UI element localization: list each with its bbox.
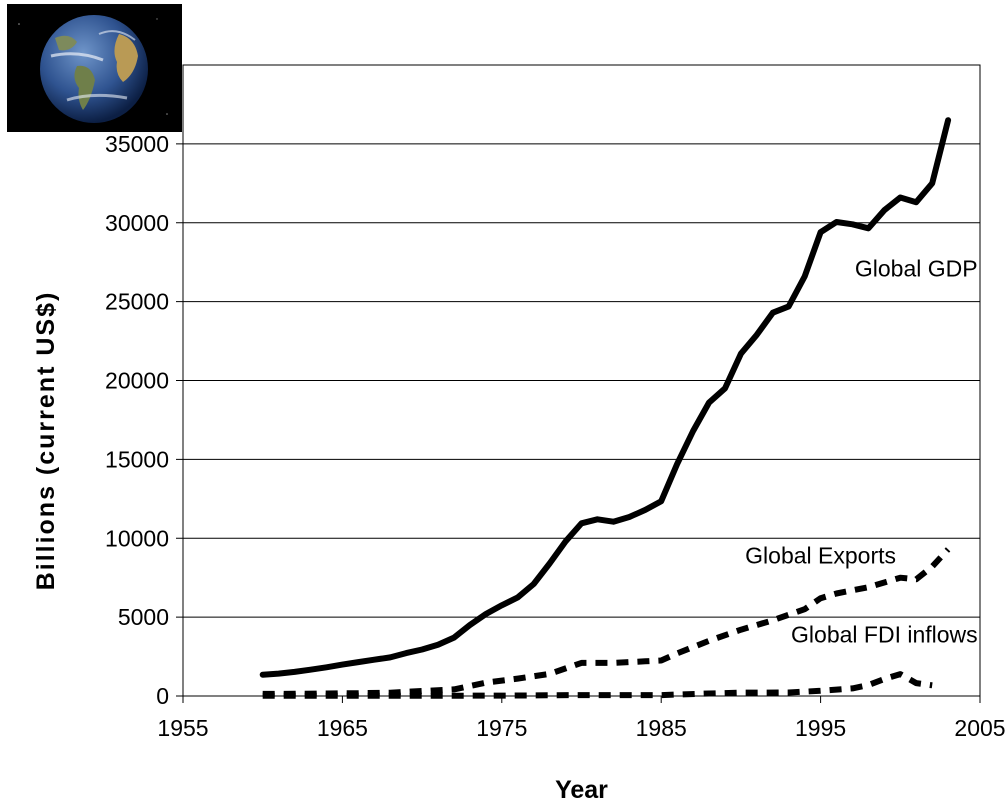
- x-tick-label: 1985: [636, 715, 687, 741]
- y-tick-label: 35000: [105, 131, 169, 157]
- x-tick-label: 1955: [157, 715, 208, 741]
- y-axis-title: Billions (current US$): [32, 291, 60, 591]
- y-tick-label: 15000: [105, 446, 169, 472]
- x-tick-label: 1965: [317, 715, 368, 741]
- x-tick-label: 1975: [476, 715, 527, 741]
- y-tick-label: 10000: [105, 525, 169, 551]
- y-tick-label: 20000: [105, 368, 169, 394]
- y-tick-label: 0: [156, 683, 169, 709]
- globe-icon: [18, 15, 168, 123]
- series-line-global-gdp: [259, 117, 952, 678]
- x-tick-label: 2005: [954, 715, 1005, 741]
- series-group: [259, 117, 952, 699]
- axes: 0 5000 10000 15000 20000 25000 30000 35000 1955 1…: [105, 131, 1006, 741]
- grid-lines: [183, 143, 980, 697]
- series-line-global-fdi-inflows: [262, 671, 933, 699]
- annotations: Global GDP Global Exports Global FDI inf…: [745, 255, 978, 647]
- earth-globe-image: [7, 4, 182, 132]
- x-axis-title: Year: [555, 776, 608, 804]
- y-tick-label: 5000: [118, 604, 169, 630]
- y-tick-label: 30000: [105, 210, 169, 236]
- annotation-global-gdp: Global GDP: [855, 255, 978, 281]
- annotation-global-exports: Global Exports: [745, 542, 896, 568]
- annotation-global-fdi-inflows: Global FDI inflows: [791, 621, 978, 647]
- x-tick-label: 1995: [795, 715, 846, 741]
- series-line-global-exports: [262, 547, 951, 697]
- y-tick-label: 25000: [105, 289, 169, 315]
